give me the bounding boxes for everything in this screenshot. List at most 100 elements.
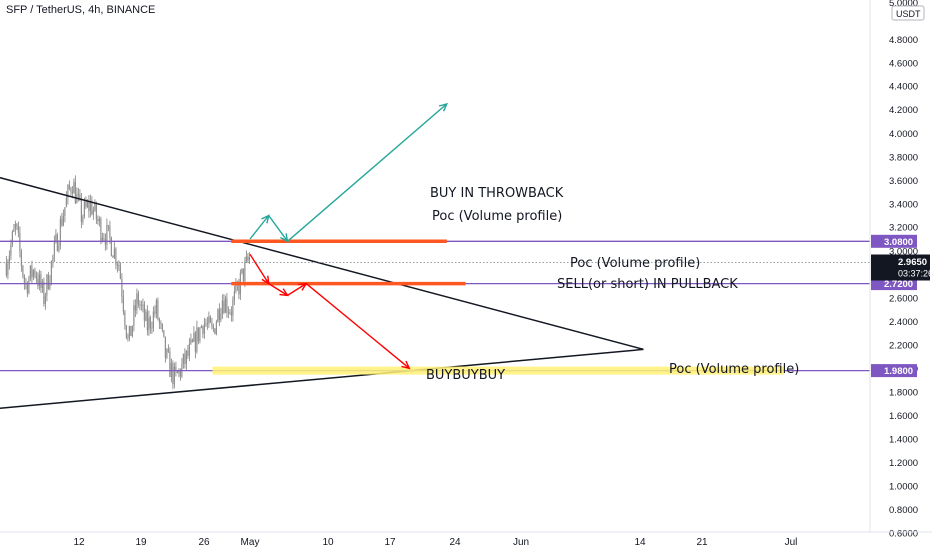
candle-body — [8, 255, 10, 265]
candle-body — [13, 228, 15, 232]
candle-body — [86, 202, 88, 207]
price-level-lines — [0, 240, 870, 372]
candle-body — [161, 324, 163, 331]
candle-body — [140, 305, 142, 306]
candle-body — [139, 304, 141, 306]
time-tick-label: Jun — [513, 537, 529, 548]
time-tick-label: May — [241, 537, 260, 548]
price-tick-label: 2.2000 — [889, 340, 918, 351]
candle-body — [221, 300, 223, 314]
candle-body — [226, 298, 228, 313]
candle-body — [182, 353, 184, 364]
price-tick-label: 3.2000 — [889, 223, 918, 234]
candle-body — [79, 194, 81, 199]
candle-body — [26, 283, 28, 294]
candle-body — [10, 244, 12, 256]
arrow-segment[interactable] — [249, 215, 270, 240]
currency-badge[interactable]: USDT — [891, 5, 925, 21]
price-tick-label: 1.6000 — [889, 411, 918, 422]
candle-body — [230, 312, 232, 316]
candle-body — [125, 325, 127, 338]
candle-body — [35, 275, 37, 279]
candle-body — [92, 210, 94, 215]
candle-body — [128, 326, 130, 339]
candle-body — [149, 317, 151, 329]
price-level-tag[interactable] — [871, 234, 917, 248]
candle-body — [59, 219, 61, 245]
candle-body — [184, 353, 186, 364]
candle-body — [94, 202, 96, 211]
buybuybuy-label: BUYBUYBUY — [426, 368, 506, 383]
symbol-title[interactable]: SFP / TetherUS, 4h, BINANCE — [6, 4, 156, 16]
candle-body — [80, 198, 82, 222]
candle-body — [7, 264, 9, 276]
candle-body — [64, 207, 66, 216]
buy-zone-rect[interactable] — [212, 366, 785, 375]
price-tick-label: 3.0000 — [889, 246, 918, 257]
candle-body — [173, 366, 175, 385]
price-tick-label: 1.4000 — [889, 434, 918, 445]
candle-body — [119, 265, 121, 279]
arrow-head — [279, 288, 289, 297]
arrow-segment[interactable] — [268, 215, 289, 242]
price-tick-label: 0.8000 — [889, 505, 918, 516]
candle-body — [97, 219, 99, 222]
arrow-segment[interactable] — [305, 283, 410, 369]
candle-body — [19, 232, 21, 252]
candle-body — [235, 282, 237, 292]
candle-body — [178, 369, 180, 373]
candle-body — [32, 270, 34, 278]
candle-body — [211, 322, 213, 327]
price-tick-label: 4.8000 — [889, 35, 918, 46]
candle-body — [107, 225, 109, 226]
time-tick-label: 10 — [322, 537, 334, 548]
candle-body — [191, 339, 193, 342]
candle-body — [164, 336, 166, 358]
candle-body — [52, 255, 54, 262]
candle-body — [202, 326, 204, 334]
candle-body — [227, 312, 229, 314]
candle-body — [248, 257, 250, 261]
price-tick-label: 2.6000 — [889, 293, 918, 304]
price-tick-label: 3.4000 — [889, 199, 918, 210]
candle-body — [122, 296, 124, 312]
candle-body — [103, 237, 105, 239]
candle-body — [185, 350, 187, 364]
time-axis-ticks: 12 19 26 May 10 17 24 Jun 14 21 Jul — [73, 537, 797, 548]
candle-series — [5, 175, 250, 390]
arrow-head — [401, 360, 411, 370]
candle-body — [151, 328, 153, 329]
time-tick-label: 17 — [384, 537, 396, 548]
candle-body — [158, 319, 160, 323]
candle-body — [206, 323, 208, 325]
buy-throwback-label: BUY IN THROWBACK — [430, 186, 564, 201]
arrow-segment[interactable] — [249, 253, 270, 284]
candle-body — [49, 282, 51, 289]
candle-body — [46, 274, 48, 296]
candle-body — [74, 181, 76, 204]
last-price-tag[interactable] — [871, 254, 930, 281]
arrow-segment[interactable] — [287, 283, 307, 296]
price-tick-label: 1.2000 — [889, 458, 918, 469]
candle-body — [200, 326, 202, 328]
candle-body — [223, 300, 225, 313]
candle-body — [55, 234, 57, 242]
trendline[interactable] — [0, 348, 644, 410]
candle-body — [44, 295, 46, 305]
time-tick-label: 24 — [449, 537, 461, 548]
arrow-segment[interactable] — [287, 103, 448, 242]
triangle-trendlines — [0, 174, 644, 410]
trendline[interactable] — [0, 174, 644, 351]
arrow-segment[interactable] — [268, 283, 288, 296]
price-tick-label: 1.8000 — [889, 387, 918, 398]
countdown-text: 03:37:26 — [898, 269, 932, 279]
candle-body — [56, 234, 58, 252]
time-tick-label: 21 — [696, 537, 708, 548]
price-level-tag[interactable] — [871, 364, 917, 378]
candle-body — [232, 299, 234, 316]
candle-body — [115, 248, 117, 265]
candle-body — [208, 316, 210, 324]
candle-body — [241, 268, 243, 273]
